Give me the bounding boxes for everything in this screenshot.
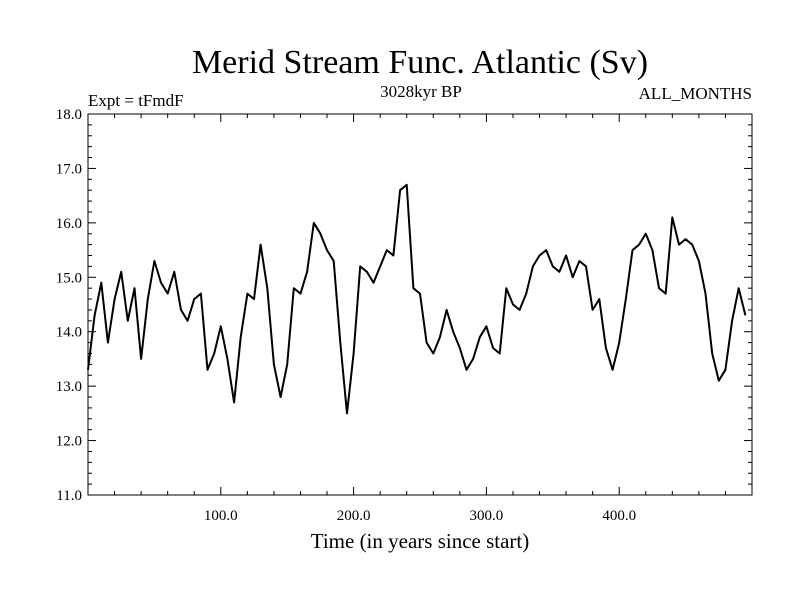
y-tick-label: 15.0 (56, 270, 82, 286)
x-tick-label: 400.0 (602, 508, 636, 524)
expt-label: Expt = tFmdF (88, 91, 184, 110)
x-tick-label: 200.0 (337, 508, 371, 524)
x-tick-label: 300.0 (470, 508, 504, 524)
y-axis: 11.0 12.0 13.0 14.0 15.0 16.0 17.0 18.0 (56, 107, 752, 504)
x-tick-label: 100.0 (204, 508, 238, 524)
y-tick-label: 18.0 (56, 107, 82, 123)
y-tick-label: 14.0 (56, 325, 82, 341)
period-label: 3028kyr BP (380, 82, 462, 101)
chart-title: Merid Stream Func. Atlantic (Sv) (192, 44, 648, 81)
x-axis: 100.0 200.0 300.0 400.0 (114, 114, 726, 524)
y-tick-label: 12.0 (56, 434, 82, 450)
series-line (87, 183, 747, 415)
months-label: ALL_MONTHS (639, 84, 752, 103)
y-tick-label: 13.0 (56, 379, 82, 395)
y-tick-label: 11.0 (56, 488, 82, 504)
x-axis-label: Time (in years since start) (311, 529, 530, 553)
y-tick-label: 16.0 (56, 216, 82, 232)
plot-frame (87, 113, 753, 496)
y-tick-label: 17.0 (56, 161, 82, 177)
